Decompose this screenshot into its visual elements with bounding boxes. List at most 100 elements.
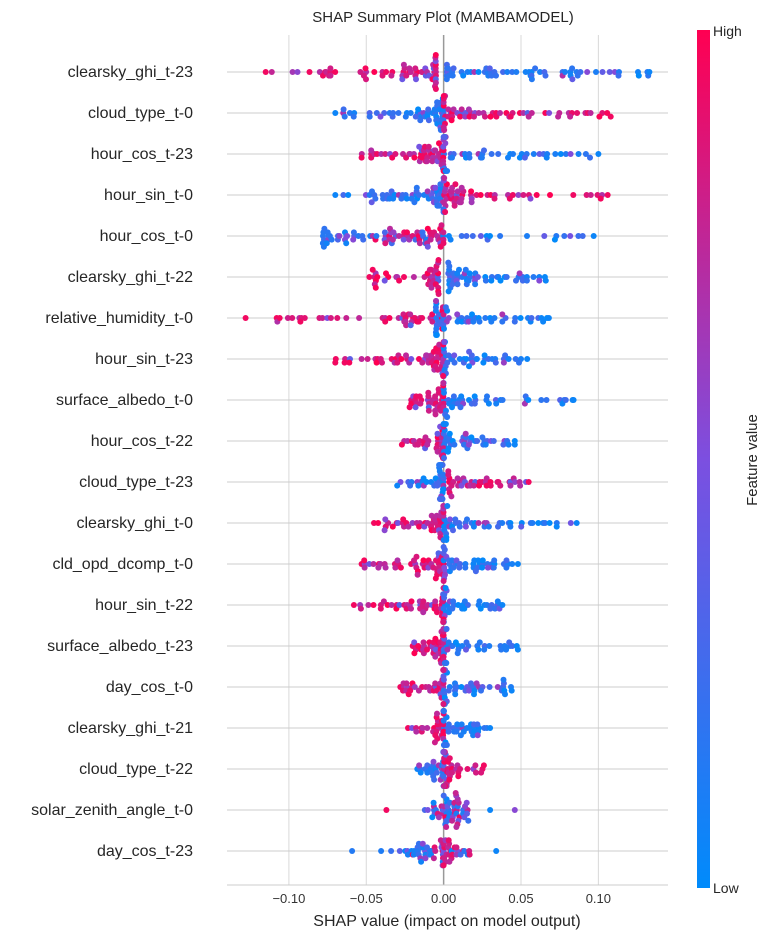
shap-point — [493, 848, 500, 854]
shap-point — [440, 93, 447, 99]
shap-point — [444, 414, 451, 420]
shap-point — [451, 202, 458, 209]
shap-point — [432, 52, 439, 58]
shap-point — [408, 598, 415, 605]
grid-layer — [288, 35, 599, 885]
shap-point — [475, 646, 482, 653]
shap-point — [430, 758, 437, 765]
shap-point — [373, 359, 380, 366]
shap-point — [328, 236, 335, 243]
shap-point — [445, 728, 452, 735]
shap-point — [472, 762, 479, 769]
shap-point — [381, 277, 388, 284]
shap-point — [469, 311, 475, 318]
shap-point — [454, 318, 461, 325]
shap-point — [593, 69, 599, 75]
shap-point — [474, 438, 481, 444]
shap-point — [524, 233, 530, 239]
shap-point — [465, 441, 472, 448]
shap-point — [575, 233, 582, 239]
shap-point — [395, 110, 402, 116]
shap-point — [336, 233, 343, 239]
shap-point — [420, 557, 427, 564]
shap-point — [555, 113, 562, 120]
shap-point — [399, 76, 406, 83]
feature-label: clearsky_ghi_t-0 — [77, 515, 194, 532]
shap-point — [445, 106, 452, 113]
shap-point — [343, 240, 350, 247]
shap-point — [466, 154, 473, 161]
shap-point — [500, 69, 506, 75]
shap-point — [607, 113, 614, 120]
shap-point — [528, 76, 535, 83]
shap-point — [485, 400, 492, 407]
shap-point — [482, 315, 489, 321]
shap-point — [432, 680, 439, 687]
shap-point — [445, 639, 452, 646]
shap-point — [478, 687, 484, 694]
shap-point — [327, 72, 334, 79]
shap-point — [452, 639, 459, 646]
shap-point — [430, 564, 437, 571]
shap-point — [429, 158, 436, 165]
shap-point — [524, 356, 531, 362]
shap-point — [462, 523, 469, 530]
shap-point — [411, 639, 418, 646]
shap-point — [470, 318, 477, 325]
shap-point — [477, 233, 484, 239]
shap-point — [431, 527, 438, 534]
chart-title: SHAP Summary Plot (MAMBAMODEL) — [312, 9, 573, 26]
shap-point — [381, 229, 388, 236]
shap-point — [505, 154, 511, 161]
shap-point — [360, 236, 367, 243]
shap-point — [491, 315, 498, 321]
shap-point — [457, 199, 464, 206]
feature-label: hour_cos_t-0 — [100, 228, 193, 245]
shap-point — [373, 233, 380, 239]
shap-point — [407, 110, 414, 116]
shap-point — [461, 605, 468, 612]
shap-point — [516, 359, 522, 366]
shap-point — [463, 233, 470, 239]
shap-point — [390, 229, 397, 236]
shap-point — [451, 352, 458, 359]
shap-point — [410, 851, 417, 858]
shap-point — [458, 721, 465, 728]
shap-point — [443, 626, 450, 632]
shap-point — [289, 315, 296, 321]
shap-point — [396, 602, 403, 608]
shap-point — [437, 496, 444, 502]
shap-point — [404, 438, 411, 444]
shap-point — [502, 691, 508, 698]
shap-point — [390, 195, 397, 202]
shap-point — [458, 106, 465, 113]
shap-point — [445, 65, 451, 72]
shap-point — [436, 140, 442, 147]
shap-point — [416, 192, 423, 198]
shap-point — [449, 817, 456, 824]
shap-point — [412, 65, 419, 72]
shap-point — [561, 233, 568, 239]
shap-point — [487, 605, 494, 612]
shap-point — [419, 725, 426, 731]
shap-point — [346, 110, 353, 116]
shap-point — [562, 151, 569, 157]
colorbar: High Low Feature value — [697, 23, 761, 896]
shap-point — [473, 192, 480, 198]
shap-point — [504, 69, 511, 75]
shap-point — [455, 602, 462, 608]
shap-point — [503, 646, 510, 653]
shap-point — [507, 482, 514, 489]
shap-point — [461, 814, 468, 821]
shap-point — [456, 356, 463, 362]
shap-point — [567, 520, 574, 526]
shap-point — [471, 69, 478, 75]
shap-point — [389, 523, 396, 530]
shap-point — [446, 755, 453, 762]
shap-point — [525, 479, 532, 485]
shap-point — [536, 151, 543, 157]
shap-point — [574, 110, 581, 116]
shap-point — [482, 113, 488, 120]
shap-point — [358, 356, 365, 362]
shap-point — [432, 184, 439, 191]
